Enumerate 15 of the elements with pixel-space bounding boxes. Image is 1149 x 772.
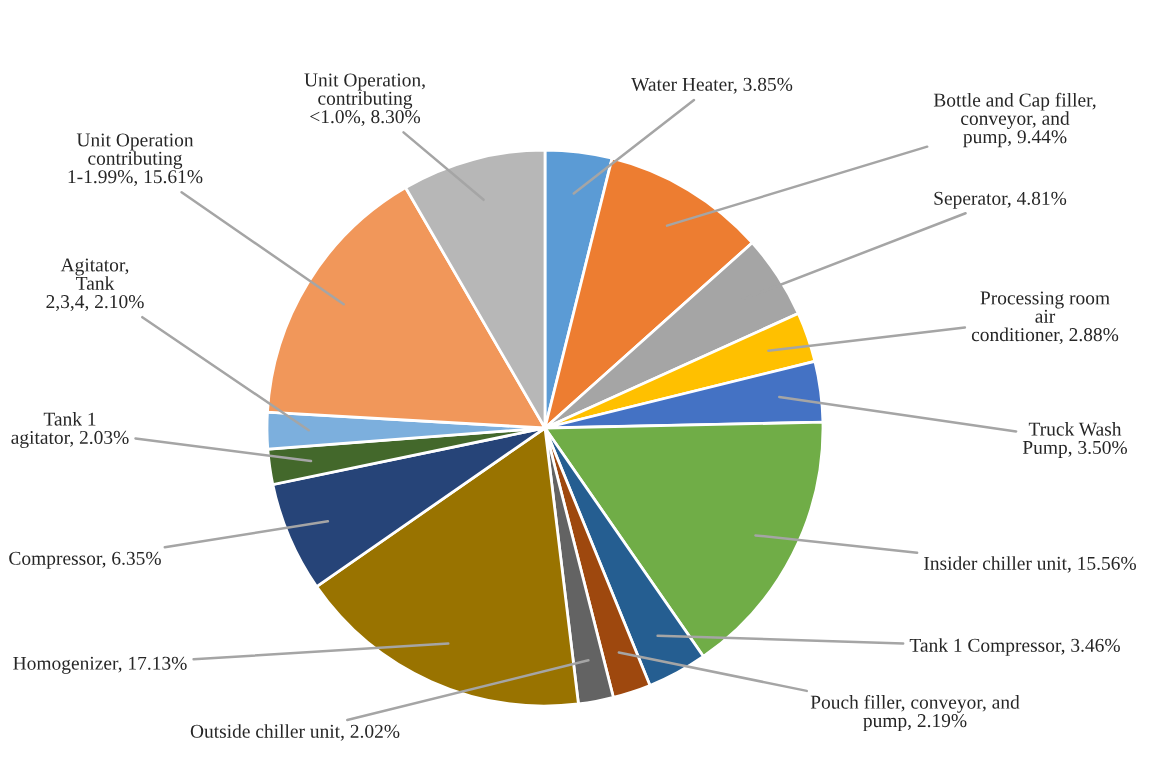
slice-label: Tank 1 agitator, 2.03% [11,412,129,448]
slice-label: Pouch filler, conveyor, and pump, 2.19% [810,694,1020,732]
slice-label: Water Heater, 3.85% [631,77,793,94]
slice-label: Truck Wash Pump, 3.50% [1022,422,1127,458]
slice-label: Homogenizer, 17.13% [13,656,187,674]
slice-label: Tank 1 Compressor, 3.46% [909,638,1120,656]
slice-label: Insider chiller unit, 15.56% [924,556,1136,573]
slice-label: Outside chiller unit, 2.02% [190,724,400,741]
slice-label: Unit Operation, contributing <1.0%, 8.30% [304,73,425,126]
slice-label: Seperator, 4.81% [934,191,1067,209]
slice-label: Bottle and Cap filler, conveyor, and pump, 9.44% [933,92,1096,148]
slice-label: Compressor, 6.35% [9,551,161,569]
slice-label: Unit Operation contributing 1-1.99%, 15.61% [68,133,203,186]
slice-label: Processing room air conditioner, 2.88% [971,291,1119,344]
slice-label: Agitator, Tank 2,3,4, 2.10% [46,258,144,311]
